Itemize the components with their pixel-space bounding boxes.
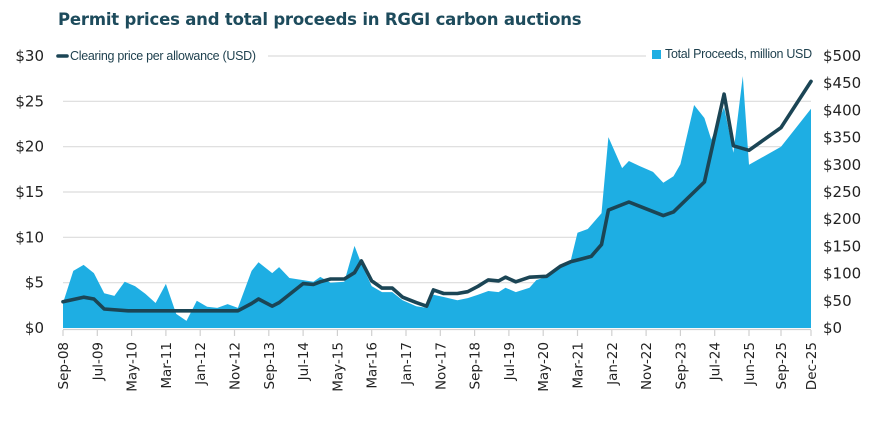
- x-tick-label: Mar-21: [571, 342, 587, 389]
- x-tick-label: Jun-25: [742, 342, 758, 386]
- x-tick-label: Jan-12: [193, 342, 209, 386]
- x-tick-label: Sep-25: [774, 342, 790, 390]
- x-tick-label: Nov-22: [639, 342, 655, 390]
- x-tick-label: Mar-11: [159, 342, 175, 389]
- x-tick-label: Sep-08: [56, 342, 72, 390]
- legend-label-proceeds: Total Proceeds, million USD: [665, 47, 812, 61]
- left-axis-label: $25: [15, 92, 44, 110]
- legend-background: [646, 44, 812, 64]
- x-tick-label: May-20: [536, 342, 552, 392]
- left-axis-label: $0: [25, 319, 44, 337]
- right-axis-label: $400: [823, 101, 861, 119]
- left-axis-label: $20: [15, 138, 44, 156]
- x-tick-label: Jul-09: [90, 342, 106, 381]
- left-axis-label: $30: [15, 47, 44, 65]
- proceeds-area: [63, 76, 811, 328]
- right-axis-label: $200: [823, 210, 861, 228]
- right-axis-label: $450: [823, 74, 861, 92]
- price-line: [61, 79, 813, 313]
- legend-background: [54, 46, 268, 64]
- x-tick-label: Sep-13: [262, 342, 278, 390]
- x-tick-label: Jul-14: [296, 342, 312, 381]
- right-axis-label: $500: [823, 47, 861, 65]
- right-axis-label: $150: [823, 237, 861, 255]
- x-tick-label: Mar-16: [365, 342, 381, 389]
- left-axis-label: $10: [15, 228, 44, 246]
- x-tick-label: Jul-19: [502, 342, 518, 381]
- x-tick-label: Dec-25: [804, 342, 820, 390]
- right-axis-label: $100: [823, 265, 861, 283]
- legend-square-icon: [652, 50, 661, 59]
- right-axis-label: $50: [823, 292, 852, 310]
- right-axis-label: $300: [823, 156, 861, 174]
- x-tick-label: Nov-17: [433, 342, 449, 390]
- x-tick-label: May-10: [125, 342, 141, 392]
- x-tick-label: Sep-23: [673, 342, 689, 390]
- left-axis-label: $5: [25, 274, 44, 292]
- right-axis-label: $350: [823, 129, 861, 147]
- x-tick-label: Jan-22: [605, 342, 621, 386]
- x-tick-label: Jan-17: [399, 342, 415, 386]
- x-tick-label: Jul-24: [708, 342, 724, 381]
- x-tick-label: May-15: [330, 342, 346, 392]
- chart-title: Permit prices and total proceeds in RGGI…: [58, 10, 582, 29]
- legend-label-price: Clearing price per allowance (USD): [70, 49, 256, 63]
- x-tick-label: Nov-12: [228, 342, 244, 390]
- x-tick-label: Sep-18: [468, 342, 484, 390]
- right-axis-label: $0: [823, 319, 842, 337]
- right-axis-label: $250: [823, 183, 861, 201]
- left-axis-label: $15: [15, 183, 44, 201]
